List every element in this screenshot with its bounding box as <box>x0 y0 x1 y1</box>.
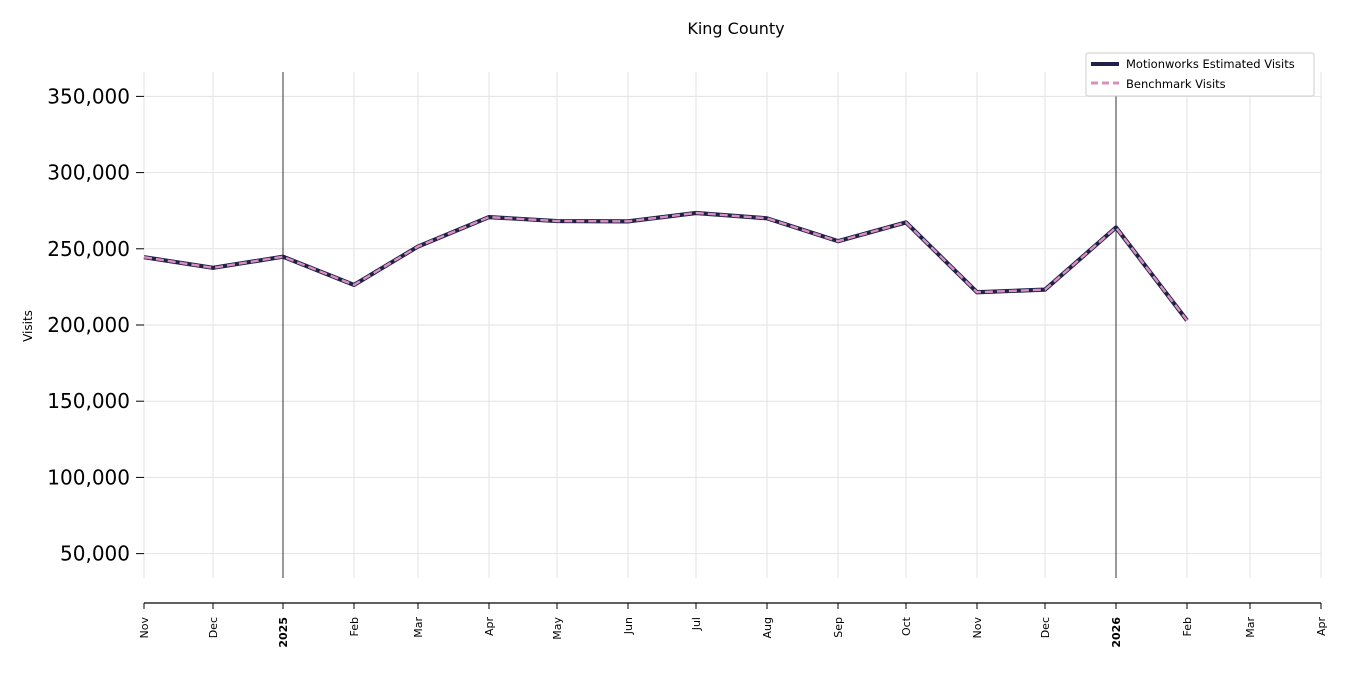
legend-box <box>1085 52 1315 97</box>
series-line-benchmark <box>143 211 1188 322</box>
x-tick-label: Dec <box>1039 617 1052 638</box>
x-tick-label: Mar <box>1244 617 1257 638</box>
chart-title: King County <box>687 19 784 38</box>
x-tick-label: Feb <box>1181 617 1194 636</box>
x-tick-label: Dec <box>207 617 220 638</box>
series-line-motionworks <box>143 210 1189 322</box>
legend-label-motionworks: Motionworks Estimated Visits <box>1126 57 1295 71</box>
x-tick-label: Oct <box>900 616 913 636</box>
x-tick-label: Feb <box>348 617 361 636</box>
x-tick-label: Jul <box>690 617 703 631</box>
x-tick-label-year: 2025 <box>277 617 290 648</box>
y-axis-label: Visits <box>21 310 35 342</box>
x-tick-label: Sep <box>832 617 845 638</box>
grid <box>143 72 1322 578</box>
y-tick-label: 150,000 <box>47 389 130 413</box>
y-tick-label: 200,000 <box>47 313 130 337</box>
y-tick-label: 300,000 <box>47 161 130 185</box>
x-tick-label: Nov <box>138 617 151 639</box>
x-tick-label: Nov <box>971 617 984 639</box>
year-marker-lines <box>282 72 1117 578</box>
series-lines <box>143 210 1189 322</box>
y-tick-label: 350,000 <box>47 84 130 108</box>
x-tick-label: Mar <box>412 617 425 638</box>
x-tick-label: Apr <box>483 617 496 637</box>
x-tick-label-year: 2026 <box>1110 617 1123 648</box>
x-tick-label: May <box>551 617 564 640</box>
y-tick-label: 250,000 <box>47 237 130 261</box>
y-tick-label: 50,000 <box>60 542 130 566</box>
y-axis: 50,000 100,000 150,000 200,000 250,000 300,00… <box>47 84 144 566</box>
x-axis: Nov Dec 2025 Feb Mar Apr May Jun Jul Aug Sep Oct Nov… <box>138 602 1328 648</box>
legend: Motionworks Estimated Visits Benchmark V… <box>1085 52 1315 97</box>
y-tick-label: 100,000 <box>47 465 130 489</box>
legend-label-benchmark: Benchmark Visits <box>1126 77 1226 91</box>
x-tick-label: Jun <box>622 617 635 635</box>
x-tick-label: Aug <box>761 617 774 638</box>
x-tick-label: Apr <box>1315 617 1328 637</box>
